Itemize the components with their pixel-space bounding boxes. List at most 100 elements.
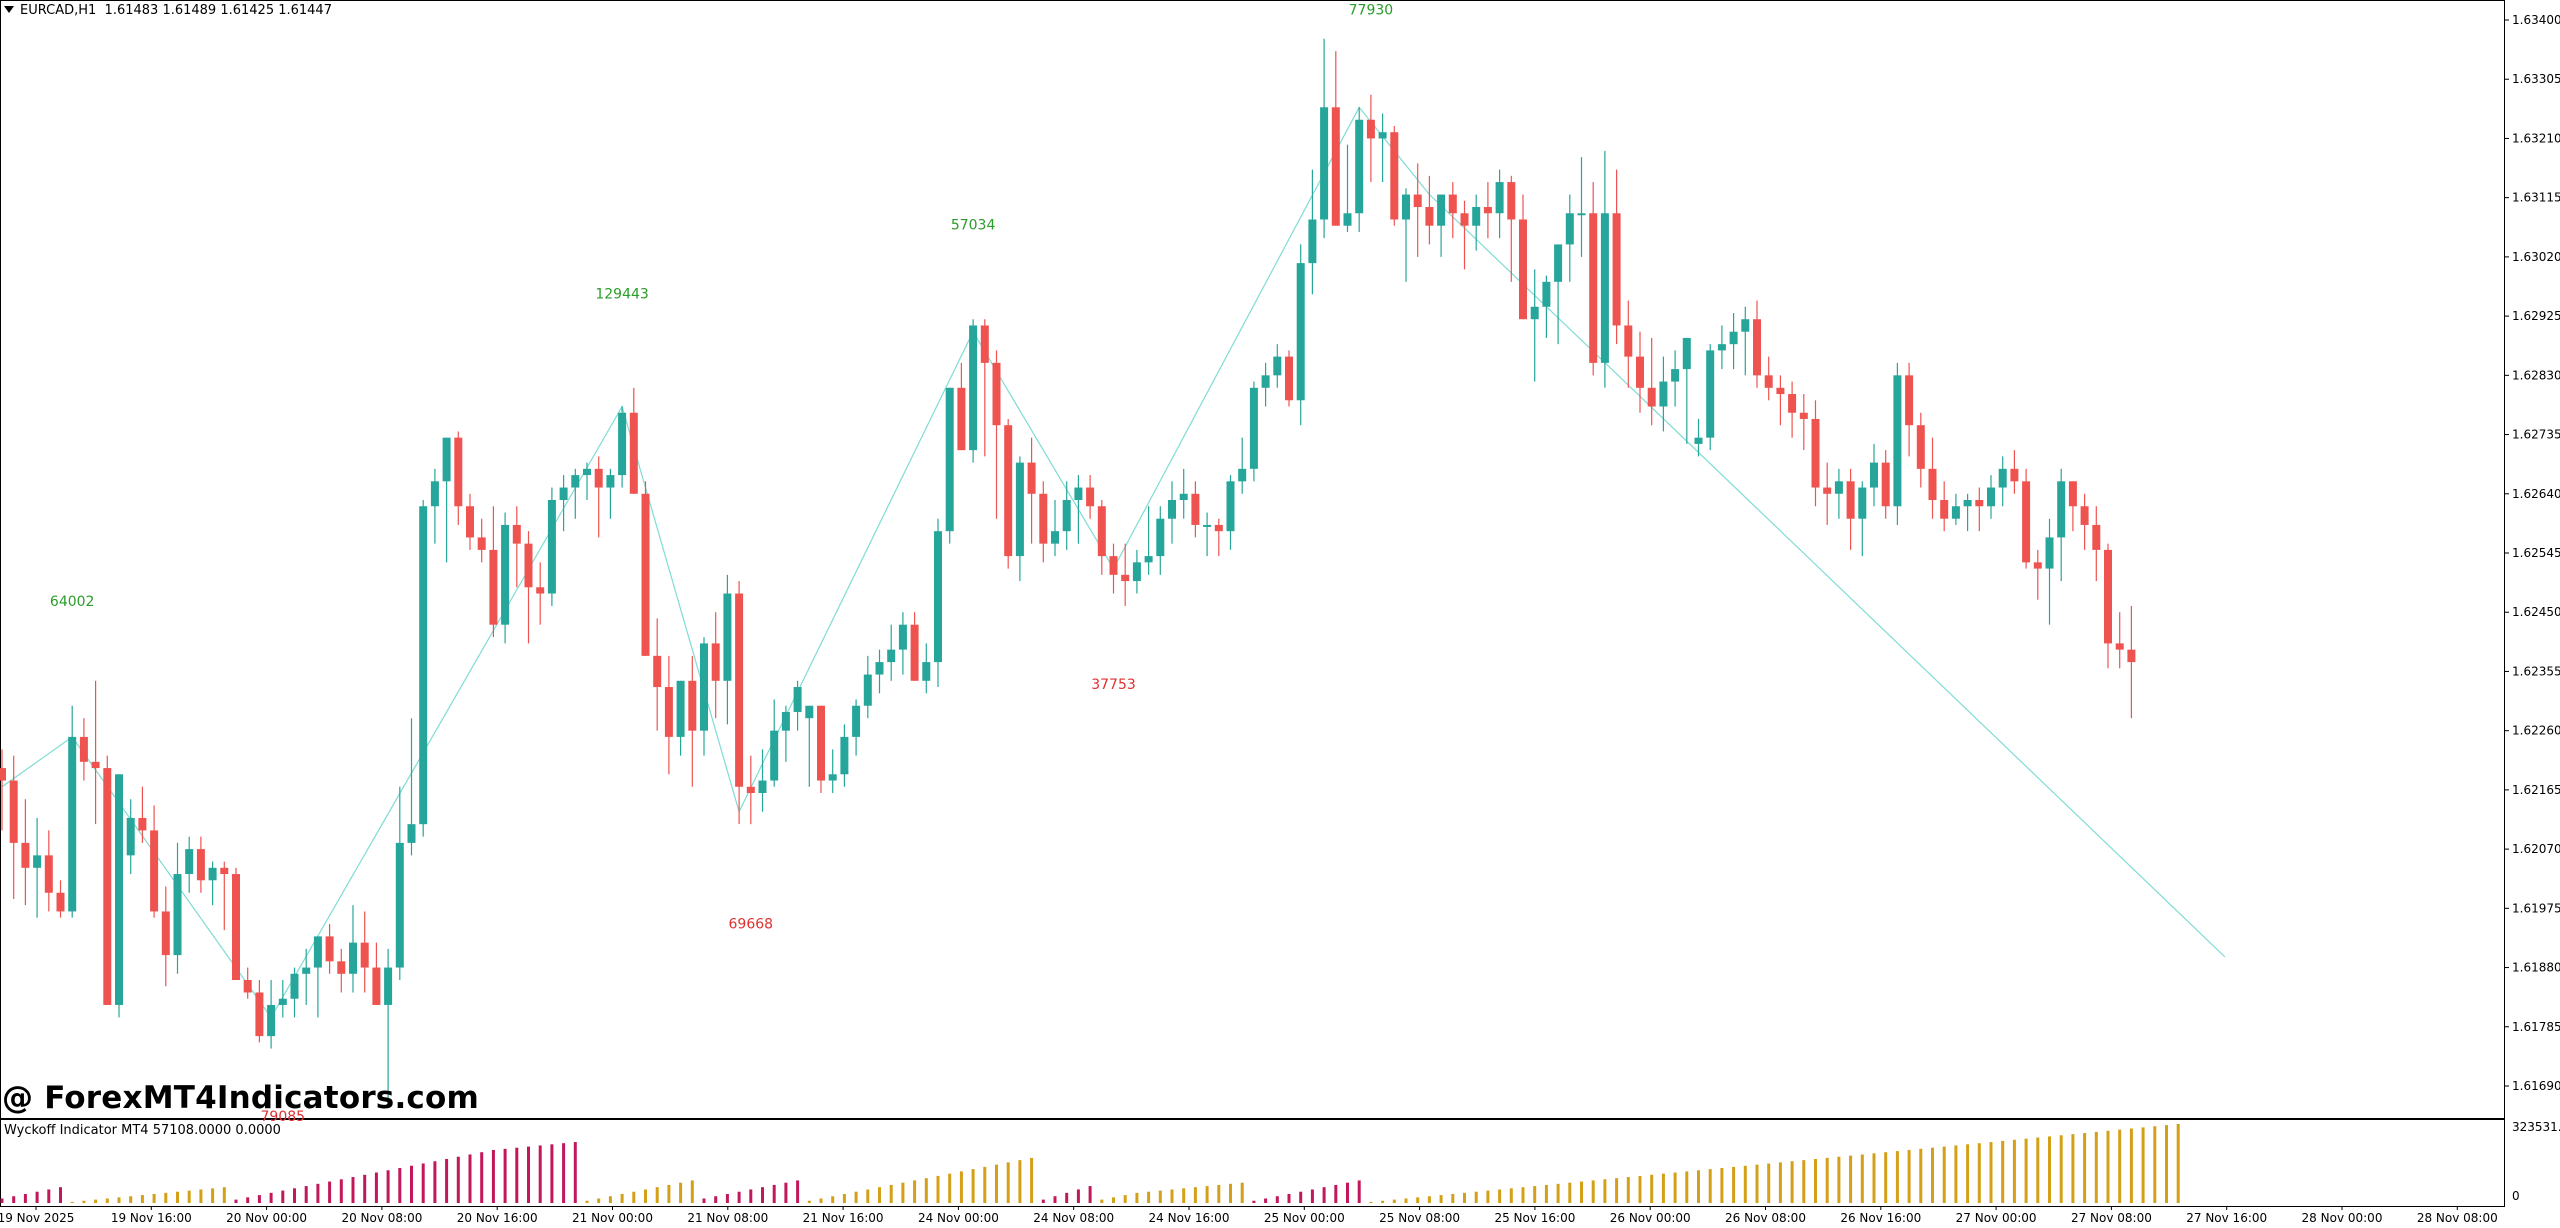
candle-body <box>1940 500 1949 519</box>
bull-candle <box>1741 306 1750 376</box>
bear-candle <box>1799 394 1808 451</box>
bear-candle <box>1004 418 1013 569</box>
bull-candle <box>68 705 77 918</box>
candle-body <box>945 387 954 532</box>
candle-body <box>1191 493 1200 525</box>
dropdown-triangle-icon[interactable] <box>4 6 14 13</box>
time-axis[interactable]: 19 Nov 2025 19 Nov 16:00 20 Nov 00:00 20 No… <box>0 1206 2498 1225</box>
candle-body <box>723 593 732 681</box>
bear-candle <box>992 350 1001 519</box>
price-axis[interactable]: 1.63400 1.63305 1.63210 1.63115 1.63020 1.629… <box>2504 13 2560 1093</box>
volume-bar-down <box>374 1172 378 1203</box>
candle-body <box>1051 531 1059 544</box>
candle-body <box>2068 481 2077 507</box>
candle-body <box>126 817 135 856</box>
price-tick-label: 1.61880 <box>2512 961 2560 975</box>
volume-bar-down <box>468 1154 472 1203</box>
volume-bar-down <box>386 1170 390 1203</box>
candle-body <box>9 780 18 843</box>
volume-bar-up <box>854 1191 858 1203</box>
volume-bar-up <box>2001 1140 2005 1203</box>
bull-candle <box>1671 350 1680 407</box>
bull-candle <box>1015 456 1024 582</box>
bull-candle <box>793 680 802 731</box>
bull-candle <box>1168 481 1176 544</box>
bull-candle <box>887 624 896 681</box>
volume-bar-up <box>1463 1192 1466 1203</box>
volume-bar-up <box>597 1198 601 1203</box>
price-tick-label: 1.61690 <box>2512 1079 2560 1093</box>
price-tick-label: 1.62070 <box>2512 842 2560 856</box>
indicator-axis: 323531.2 0 <box>2512 1120 2560 1203</box>
candle-body <box>1285 356 1293 401</box>
volume-bar-up <box>1170 1189 1174 1203</box>
candle-body <box>1355 119 1364 214</box>
candle-body <box>1483 207 1492 214</box>
candle-body <box>910 624 919 681</box>
volume-bar-down <box>550 1144 554 1203</box>
volume-bar-up <box>1720 1168 1724 1203</box>
volume-bar-down <box>480 1152 484 1203</box>
candle-body <box>2057 481 2066 538</box>
time-tick-label: 25 Nov 08:00 <box>1379 1211 1460 1225</box>
volume-bar-up <box>690 1180 694 1203</box>
bear-candle <box>1636 331 1644 413</box>
candle-body <box>115 774 123 1005</box>
bull-candle <box>781 705 790 762</box>
candle-body <box>536 587 545 594</box>
volume-bar-up <box>94 1199 98 1203</box>
bear-candle <box>2068 481 2077 532</box>
main-panel-border <box>0 0 2505 1119</box>
volume-bar-down <box>1357 1180 1361 1203</box>
candle-body <box>173 874 182 956</box>
candle-body <box>1987 487 1995 507</box>
time-tick-label: 27 Nov 00:00 <box>1956 1211 2037 1225</box>
bull-candle <box>969 319 978 463</box>
candle-body <box>1741 319 1750 332</box>
candle-body <box>1928 468 1937 501</box>
bull-candle <box>290 967 299 1018</box>
candle-body <box>419 506 428 825</box>
volume-bar-down <box>1275 1196 1279 1203</box>
bull-candle <box>1238 437 1247 494</box>
price-tick-label: 1.62640 <box>2512 487 2560 501</box>
bear-candle <box>1425 175 1434 245</box>
candle-body <box>1039 493 1048 544</box>
volume-bar-up <box>1954 1145 1958 1203</box>
candle-body <box>1565 213 1574 245</box>
bull-candle <box>945 387 954 544</box>
volume-bar-up <box>105 1198 109 1203</box>
volume-bar-up <box>1615 1178 1619 1203</box>
volume-bar-up <box>1381 1200 1385 1203</box>
bull-candle <box>770 699 779 787</box>
volume-bar-up <box>1006 1162 1010 1203</box>
candle-body <box>1846 481 1855 519</box>
bear-candle <box>466 493 474 550</box>
volume-bar-up <box>1474 1191 1478 1203</box>
volume-bar-up <box>1884 1152 1888 1203</box>
volume-bar-down <box>1346 1182 1349 1203</box>
volume-bar-up <box>2118 1129 2122 1203</box>
bear-candle <box>512 506 521 588</box>
volume-bar-down <box>0 1198 4 1203</box>
wave-volume-label-down: 37753 <box>1091 677 1136 693</box>
bear-candle <box>138 786 147 843</box>
wave-volume-label-up: 57034 <box>951 217 996 233</box>
volume-bar-up <box>866 1189 870 1203</box>
candle-body <box>1998 468 2007 488</box>
candle-body <box>1881 462 1890 507</box>
bear-candle <box>1647 337 1656 426</box>
bear-candle <box>2022 468 2031 569</box>
time-tick-label: 19 Nov 16:00 <box>111 1211 192 1225</box>
bear-candle <box>161 886 170 987</box>
volume-bar-down <box>573 1142 577 1203</box>
volume-bar-up <box>2165 1125 2168 1203</box>
wave-volume-label-down: 69668 <box>729 916 774 932</box>
candle-body <box>1495 182 1504 214</box>
bear-candle <box>1483 182 1492 239</box>
bull-candle <box>875 649 884 694</box>
bear-candle <box>817 705 825 794</box>
bear-candle <box>1975 487 1984 532</box>
symbol-header[interactable]: EURCAD,H1 1.61483 1.61489 1.61425 1.6144… <box>4 3 332 18</box>
